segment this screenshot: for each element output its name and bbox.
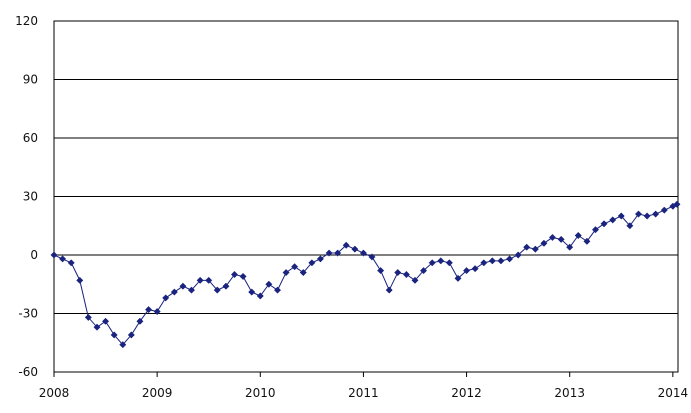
data-point-marker xyxy=(196,276,204,284)
data-point-marker xyxy=(222,282,230,290)
data-point-marker xyxy=(187,286,196,294)
data-point-marker xyxy=(145,306,153,314)
data-point-marker xyxy=(626,222,634,230)
gridlines xyxy=(54,79,678,314)
x-tick-label: 2009 xyxy=(142,386,173,400)
data-point-marker xyxy=(454,274,462,282)
data-point-marker xyxy=(334,249,342,257)
data-point-marker xyxy=(411,276,419,284)
data-point-marker xyxy=(359,249,367,257)
data-point-marker xyxy=(119,341,127,349)
data-point-marker xyxy=(652,210,660,218)
data-point-marker xyxy=(248,288,256,296)
data-point-marker xyxy=(316,255,324,263)
data-point-marker xyxy=(368,253,376,261)
data-point-marker xyxy=(488,257,496,265)
data-point-marker xyxy=(673,200,681,208)
data-point-marker xyxy=(634,210,643,218)
data-point-marker xyxy=(110,331,118,339)
data-point-marker xyxy=(162,294,170,302)
series-line xyxy=(53,203,678,346)
x-tick-label: 2014 xyxy=(658,386,689,400)
x-axis-tick-marks xyxy=(53,372,674,377)
data-point-marker xyxy=(93,323,101,331)
data-point-marker xyxy=(394,268,402,277)
data-point-marker xyxy=(574,231,582,240)
data-point-marker xyxy=(463,267,471,275)
data-point-marker xyxy=(291,263,299,271)
data-point-marker xyxy=(557,235,565,243)
y-tick-label: 60 xyxy=(23,131,38,145)
data-point-marker xyxy=(170,288,178,296)
data-point-marker xyxy=(342,241,350,249)
x-tick-label: 2010 xyxy=(245,386,276,400)
data-point-marker xyxy=(471,265,479,273)
y-axis-tick-labels: 120 90 60 30 0 -30 -60 xyxy=(15,14,38,379)
x-tick-label: 2012 xyxy=(451,386,482,400)
data-point-marker xyxy=(385,286,393,294)
y-tick-label: -30 xyxy=(18,307,38,321)
data-point-marker xyxy=(523,243,531,251)
data-point-marker xyxy=(514,251,522,259)
data-point-marker xyxy=(497,257,505,265)
series-markers xyxy=(50,200,681,349)
plot-area-frame xyxy=(53,20,679,373)
data-point-marker xyxy=(617,212,625,220)
data-point-marker xyxy=(230,270,239,279)
data-point-marker xyxy=(419,267,428,275)
data-point-marker xyxy=(609,216,617,224)
data-point-marker xyxy=(265,280,273,288)
data-point-marker xyxy=(282,268,290,277)
y-tick-label: 90 xyxy=(23,73,38,87)
data-point-marker xyxy=(136,317,144,325)
data-point-marker xyxy=(299,268,307,277)
data-point-marker xyxy=(643,212,651,220)
data-point-marker xyxy=(351,245,359,253)
y-tick-label: -60 xyxy=(18,365,38,379)
y-tick-label: 0 xyxy=(30,248,38,262)
data-point-marker xyxy=(548,233,557,242)
data-point-marker xyxy=(540,239,548,247)
data-point-marker xyxy=(325,249,333,257)
x-tick-label: 2008 xyxy=(39,386,70,400)
data-point-marker xyxy=(239,272,247,281)
data-point-marker xyxy=(600,220,608,228)
data-point-marker xyxy=(566,243,574,251)
data-point-marker xyxy=(402,270,410,279)
x-tick-label: 2011 xyxy=(348,386,379,400)
data-point-marker xyxy=(213,286,221,294)
x-axis-tick-labels: 2008 2009 2010 2011 2012 2013 2014 xyxy=(39,386,688,400)
data-point-marker xyxy=(591,226,600,234)
y-tick-label: 120 xyxy=(15,14,38,28)
data-point-marker xyxy=(308,259,316,267)
data-point-marker xyxy=(205,276,213,284)
data-point-marker xyxy=(84,313,92,321)
data-point-marker xyxy=(437,257,445,265)
data-point-marker xyxy=(256,292,264,300)
data-point-marker xyxy=(377,267,385,275)
data-point-marker xyxy=(50,251,58,259)
data-point-marker xyxy=(531,245,539,253)
data-point-marker xyxy=(273,286,282,294)
data-point-marker xyxy=(660,206,668,214)
y-tick-label: 30 xyxy=(23,190,38,204)
data-point-marker xyxy=(76,276,84,284)
data-point-marker xyxy=(59,255,67,263)
data-point-marker xyxy=(102,317,110,325)
data-point-marker xyxy=(127,331,135,339)
data-point-marker xyxy=(506,255,514,263)
data-point-marker xyxy=(179,282,187,290)
data-point-marker xyxy=(583,237,591,245)
data-point-marker xyxy=(480,259,488,267)
data-point-marker xyxy=(428,259,436,267)
data-point-marker xyxy=(445,259,453,267)
data-point-marker xyxy=(153,307,161,316)
data-point-marker xyxy=(67,259,75,267)
x-tick-label: 2013 xyxy=(554,386,585,400)
